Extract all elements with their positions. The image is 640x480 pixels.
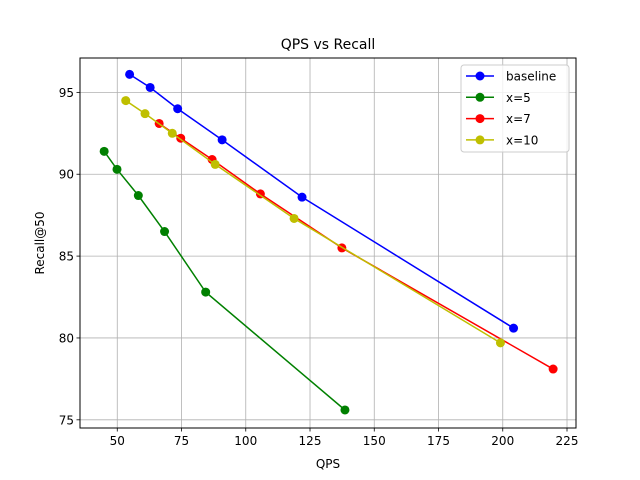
legend-label-x-5: x=5 bbox=[506, 91, 531, 105]
x-tick-label: 75 bbox=[174, 434, 189, 448]
legend-marker-x-10 bbox=[475, 135, 485, 145]
x-tick-label: 125 bbox=[299, 434, 322, 448]
data-point-baseline bbox=[217, 135, 227, 145]
data-point-x-10 bbox=[167, 128, 177, 138]
data-series bbox=[99, 69, 558, 415]
x-axis-label: QPS bbox=[316, 457, 340, 471]
data-point-x-10 bbox=[289, 213, 299, 223]
legend-marker-x-7 bbox=[475, 114, 485, 124]
legend-label-x-7: x=7 bbox=[506, 112, 531, 126]
data-point-x-5 bbox=[99, 146, 109, 156]
x-tick-label: 200 bbox=[491, 434, 514, 448]
series-baseline bbox=[125, 69, 519, 333]
data-point-x-5 bbox=[160, 227, 170, 237]
data-point-baseline bbox=[125, 69, 135, 79]
data-point-x-10 bbox=[121, 96, 131, 106]
x-tick-label: 175 bbox=[427, 434, 450, 448]
data-point-x-10 bbox=[495, 338, 505, 348]
data-point-x-5 bbox=[201, 287, 211, 297]
y-tick-label: 90 bbox=[59, 168, 74, 182]
legend-box bbox=[460, 64, 570, 153]
series-x-5 bbox=[99, 146, 350, 415]
data-point-x-5 bbox=[340, 405, 350, 415]
plot-area-frame bbox=[79, 57, 577, 429]
y-axis-label: Recall@50 bbox=[33, 211, 47, 274]
legend-label-baseline: baseline bbox=[506, 70, 556, 84]
data-point-baseline bbox=[145, 82, 155, 92]
y-tick-label: 95 bbox=[59, 86, 74, 100]
data-point-baseline bbox=[297, 192, 307, 202]
chart-title: QPS vs Recall bbox=[281, 37, 376, 53]
data-point-x-7 bbox=[548, 364, 558, 374]
data-point-x-5 bbox=[112, 164, 122, 174]
y-tick-label: 85 bbox=[59, 250, 74, 264]
axes: 50 75 100 125 150 175 200 225 75 80 85 90 95 bbox=[59, 86, 579, 448]
x-tick-label: 50 bbox=[110, 434, 125, 448]
y-tick-label: 75 bbox=[59, 413, 74, 427]
legend-marker-baseline bbox=[475, 71, 485, 81]
legend-marker-x-5 bbox=[475, 92, 485, 102]
y-tick-label: 80 bbox=[59, 331, 74, 345]
data-point-x-10 bbox=[140, 109, 150, 119]
x-tick-label: 150 bbox=[363, 434, 386, 448]
legend-label-x-10: x=10 bbox=[506, 133, 538, 147]
series-x-10 bbox=[121, 96, 505, 348]
data-point-baseline bbox=[509, 323, 519, 333]
data-point-x-10 bbox=[210, 159, 220, 169]
x-tick-label: 100 bbox=[234, 434, 257, 448]
data-point-x-5 bbox=[133, 191, 143, 201]
legend: baseline x=5 x=7 x=10 bbox=[460, 64, 570, 153]
x-tick-label: 225 bbox=[556, 434, 579, 448]
data-point-baseline bbox=[173, 104, 183, 114]
